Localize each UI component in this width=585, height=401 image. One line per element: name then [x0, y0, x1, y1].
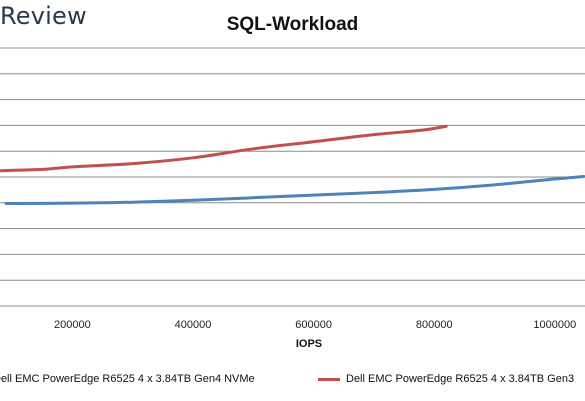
- legend: Dell EMC PowerEdge R6525 4 x 3.84TB Gen4…: [0, 373, 585, 389]
- x-tick-labels: 200000 400000 600000 800000 1000000: [54, 319, 576, 331]
- legend-label-series-1: Dell EMC PowerEdge R6525 4 x 3.84TB Gen4…: [0, 373, 255, 385]
- series-line-1: [4, 174, 585, 205]
- gridlines: [0, 47, 585, 281]
- x-tick-label: 600000: [295, 319, 332, 331]
- x-tick-label: 1000000: [533, 319, 576, 331]
- series-group: [0, 124, 585, 205]
- brand-logo: Review: [0, 2, 87, 30]
- x-axis-label: IOPS: [296, 338, 322, 350]
- legend-item-series-1: Dell EMC PowerEdge R6525 4 x 3.84TB Gen4…: [0, 373, 255, 385]
- x-tick-label: 200000: [54, 319, 91, 331]
- legend-label-series-2: Dell EMC PowerEdge R6525 4 x 3.84TB Gen3: [346, 373, 575, 385]
- legend-swatch-series-2: [318, 377, 340, 381]
- series-line-2: [0, 124, 448, 173]
- legend-item-series-2: Dell EMC PowerEdge R6525 4 x 3.84TB Gen3: [318, 373, 574, 385]
- x-tick-label: 400000: [175, 319, 212, 331]
- chart-title: SQL-Workload: [226, 14, 359, 35]
- x-tick-label: 800000: [416, 319, 453, 331]
